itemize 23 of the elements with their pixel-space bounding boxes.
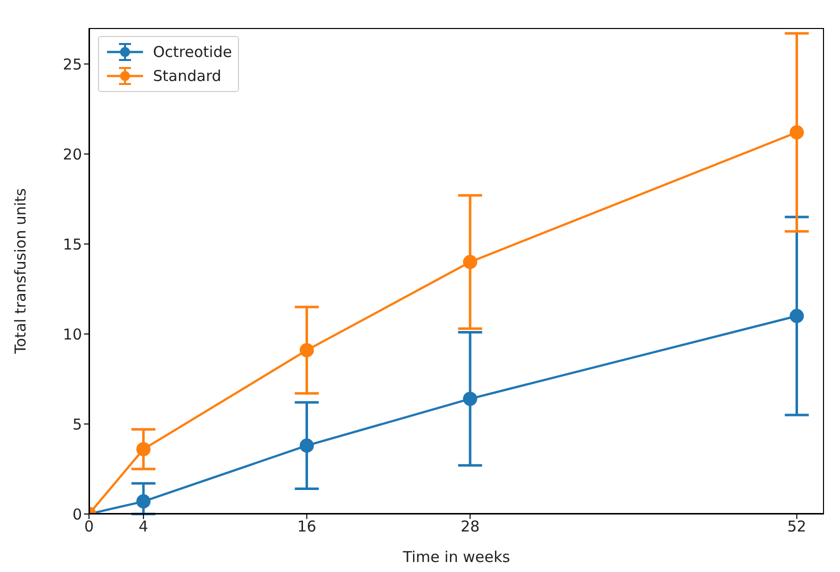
point xyxy=(136,442,151,456)
point xyxy=(463,254,478,270)
point xyxy=(463,392,478,406)
legend-label: Standard xyxy=(153,66,222,87)
x-tick-label: 28 xyxy=(460,518,480,536)
y-tick-label: 5 xyxy=(72,415,82,434)
x-tick-label: 16 xyxy=(297,518,316,536)
point xyxy=(790,125,804,140)
y-tick-label: 15 xyxy=(62,235,82,254)
x-axis-title: Time in weeks xyxy=(402,548,510,566)
y-tick-label: 25 xyxy=(62,55,82,74)
legend-label: Octreotide xyxy=(153,42,232,63)
point xyxy=(136,494,151,508)
point xyxy=(300,438,314,453)
y-tick-label: 0 xyxy=(72,505,82,524)
x-tick-label: 0 xyxy=(84,518,94,536)
point xyxy=(300,343,314,358)
x-tick-label: 52 xyxy=(787,518,806,536)
y-tick-label: 20 xyxy=(62,145,82,164)
point xyxy=(790,308,804,324)
y-axis-title: Total transfusion units xyxy=(11,188,30,355)
x-tick-label: 4 xyxy=(138,518,148,536)
y-tick-label: 10 xyxy=(62,325,82,344)
